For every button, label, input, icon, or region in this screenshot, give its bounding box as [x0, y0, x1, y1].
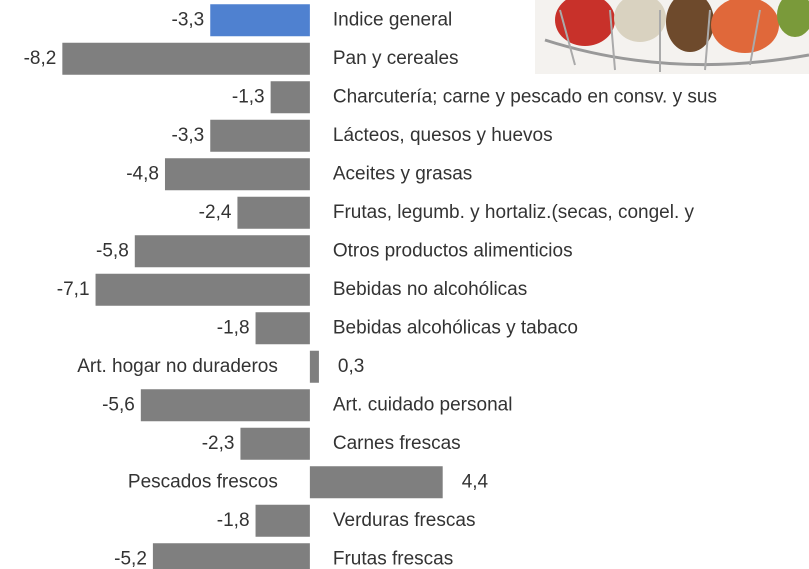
bar: [255, 312, 310, 345]
basket-photo: [535, 0, 809, 74]
value-label: 0,3: [338, 356, 364, 377]
category-label: Charcutería; carne y pescado en consv. y…: [333, 86, 717, 107]
bar: [152, 543, 310, 569]
value-label: -4,8: [126, 163, 159, 184]
bar: [210, 4, 310, 37]
category-label: Otros productos alimenticios: [333, 240, 573, 261]
bar: [140, 389, 310, 422]
category-label: Pan y cereales: [333, 48, 459, 69]
value-label: -7,1: [57, 279, 90, 300]
bar: [164, 158, 310, 191]
bar: [309, 466, 443, 499]
value-label: -3,3: [172, 9, 205, 30]
value-label: 4,4: [462, 471, 489, 492]
value-label: -2,3: [202, 433, 235, 454]
value-label: -1,8: [217, 317, 250, 338]
value-label: -5,6: [102, 394, 135, 415]
category-label: Frutas, legumb. y hortaliz.(secas, conge…: [333, 202, 695, 223]
bar: [95, 273, 310, 306]
category-label: Art. hogar no duraderos: [77, 356, 278, 377]
value-label: -1,3: [232, 86, 265, 107]
category-label: Indice general: [333, 9, 452, 30]
value-label: -1,8: [217, 510, 250, 531]
value-label: -5,2: [114, 548, 147, 569]
bar: [270, 81, 310, 114]
category-label: Carnes frescas: [333, 433, 461, 454]
category-label: Bebidas alcohólicas y tabaco: [333, 317, 578, 338]
category-label: Verduras frescas: [333, 510, 476, 531]
value-label: -8,2: [24, 48, 57, 69]
category-label: Bebidas no alcohólicas: [333, 279, 527, 300]
value-label: -2,4: [199, 202, 232, 223]
category-label: Aceites y grasas: [333, 163, 472, 184]
bar: [134, 235, 310, 268]
bar: [237, 196, 310, 229]
bar: [255, 504, 310, 537]
category-label: Lácteos, quesos y huevos: [333, 125, 553, 146]
category-label: Pescados frescos: [128, 471, 278, 492]
bar: [309, 350, 319, 383]
bar: [240, 427, 310, 460]
category-label: Art. cuidado personal: [333, 394, 513, 415]
value-label: -3,3: [172, 125, 205, 146]
category-label: Frutas frescas: [333, 548, 453, 569]
bar: [62, 42, 310, 75]
bar: [210, 119, 310, 152]
value-label: -5,8: [96, 240, 129, 261]
